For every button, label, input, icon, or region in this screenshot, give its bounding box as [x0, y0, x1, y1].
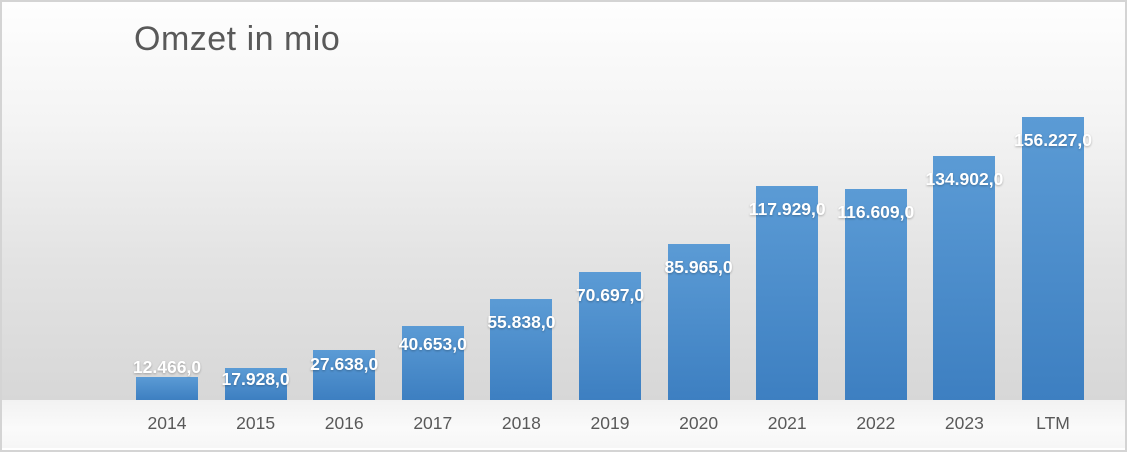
bar-2018 [490, 299, 601, 410]
x-axis-label-2014: 2014 [147, 413, 187, 433]
value-label-LTM: 156.227,0 [1014, 130, 1092, 150]
axis-labels-background [2, 400, 1125, 448]
x-axis-label-2016: 2016 [324, 413, 364, 433]
bar-2023 [933, 156, 1044, 410]
bar-2016 [313, 348, 424, 410]
value-label-2023: 134.902,0 [925, 169, 1004, 189]
x-axis-label-2022: 2022 [856, 413, 896, 433]
x-axis-label-2023: 2023 [944, 413, 984, 433]
value-label-2017: 40.653,0 [398, 334, 467, 355]
value-label-2016: 27.638,0 [310, 354, 379, 374]
bar-2015 [224, 349, 335, 411]
x-axis-label-2018: 2018 [501, 413, 541, 433]
bar-2014 [136, 357, 243, 412]
bar-2022 [844, 189, 955, 410]
value-label-2022: 116.609,0 [837, 202, 915, 222]
chart-title: Omzet in mio [134, 20, 341, 58]
value-label-2021: 117.929,0 [748, 199, 826, 219]
bar-LTM [1022, 117, 1125, 410]
value-label-2014: 12.466,0 [132, 357, 202, 377]
bar-2021 [756, 186, 867, 410]
x-axis-label-2015: 2015 [236, 413, 276, 433]
bar-2019 [579, 272, 690, 410]
value-label-2018: 55.838,0 [487, 312, 556, 332]
x-axis-label-2019: 2019 [590, 413, 630, 433]
value-label-2019: 70.697,0 [575, 285, 645, 305]
x-axis-label-2021: 2021 [767, 413, 807, 433]
value-label-2020: 85.965,0 [664, 257, 733, 277]
x-axis-label-LTM: LTM [1036, 413, 1070, 433]
bar-2017 [401, 326, 512, 410]
x-axis-label-2017: 2017 [413, 413, 453, 433]
x-axis-label-2020: 2020 [679, 413, 719, 433]
value-label-2015: 17.928,0 [221, 368, 290, 389]
bar-2020 [667, 244, 778, 410]
